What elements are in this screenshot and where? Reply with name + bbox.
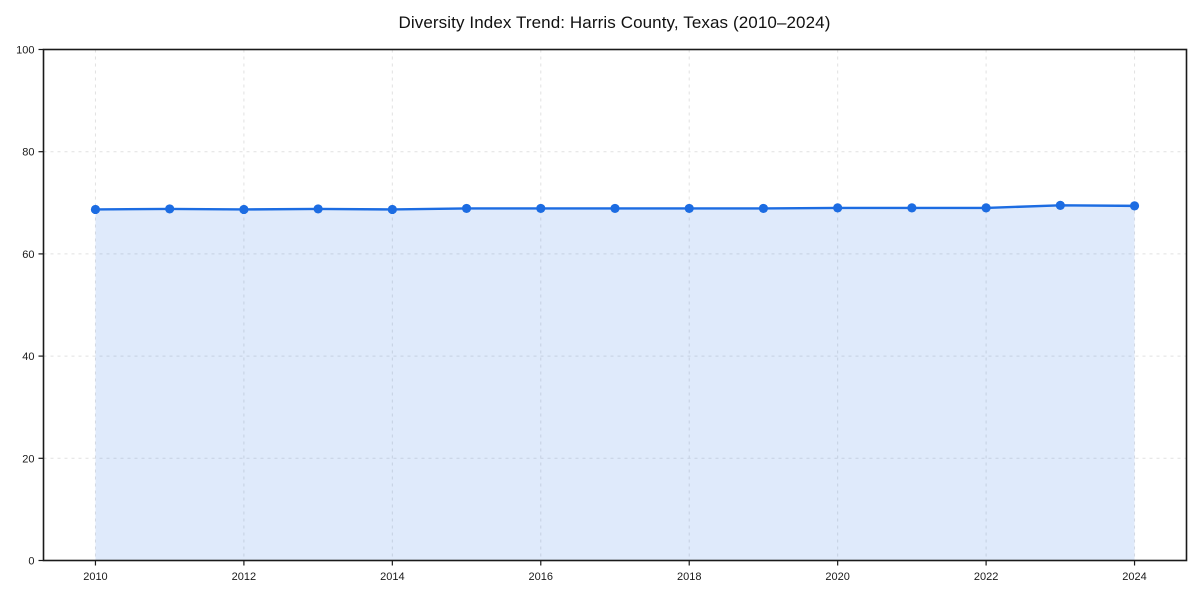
chart-title: Diversity Index Trend: Harris County, Te…: [398, 13, 831, 32]
x-tick-label: 2020: [825, 571, 849, 583]
data-point-2011: [165, 204, 175, 214]
x-tick-label: 2018: [677, 571, 701, 583]
y-tick-label: 80: [22, 147, 34, 159]
y-tick-label: 100: [16, 45, 34, 57]
y-tick-label: 20: [22, 453, 34, 465]
data-point-2022: [981, 203, 991, 213]
y-tick-label: 0: [28, 556, 34, 568]
y-tick-label: 40: [22, 351, 34, 363]
data-point-2021: [907, 203, 917, 213]
x-tick-label: 2010: [83, 571, 107, 583]
area-fill: [95, 205, 1135, 561]
data-point-2010: [90, 204, 101, 215]
x-tick-label: 2016: [529, 571, 553, 583]
x-tick-label: 2022: [974, 571, 998, 583]
x-tick-label: 2024: [1122, 571, 1146, 583]
data-point-2017: [610, 203, 620, 214]
data-point-2015: [461, 203, 472, 214]
x-tick-label: 2012: [232, 571, 256, 583]
data-point-2014: [387, 204, 397, 215]
data-point-2020: [833, 203, 843, 213]
y-tick-label: 60: [22, 249, 34, 261]
data-point-2013: [313, 204, 323, 214]
plot-border: [42, 48, 1188, 562]
data-point-2016: [536, 203, 546, 214]
data-point-2024: [1129, 201, 1140, 211]
data-point-2012: [239, 204, 249, 215]
data-point-2023: [1055, 200, 1065, 210]
x-tick-label: 2014: [380, 571, 404, 583]
data-point-2019: [758, 203, 769, 214]
data-point-2018: [684, 203, 694, 214]
